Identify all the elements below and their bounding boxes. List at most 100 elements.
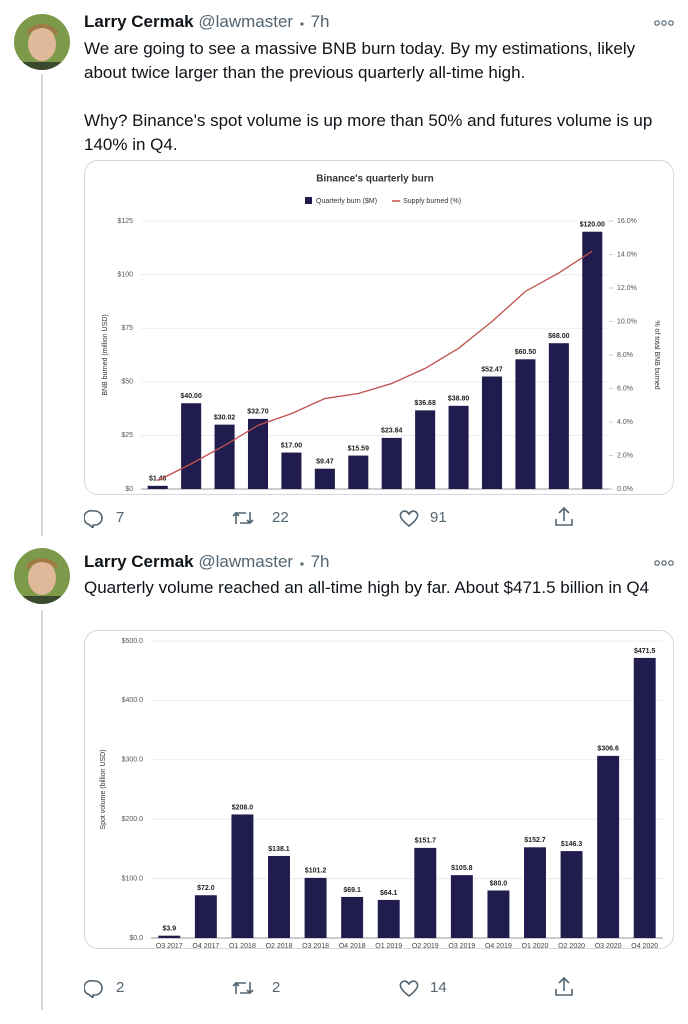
- bar: [481, 376, 503, 489]
- paragraph: Why? Binance's spot volume is up more th…: [84, 111, 653, 154]
- like-count: 91: [430, 509, 447, 526]
- handle[interactable]: @lawmaster: [198, 552, 294, 571]
- bar: [231, 814, 254, 938]
- action-bar: 2 2 14: [84, 976, 584, 1000]
- thread-line: [41, 74, 43, 536]
- bar: [214, 424, 235, 489]
- data-label: $15.59: [348, 445, 370, 452]
- y2-tick-label: 6.0%: [617, 385, 633, 392]
- y-tick-label: $100: [117, 271, 133, 278]
- y-axis-label: Spot volume (billion USD): [100, 749, 107, 829]
- x-tick-label: Q2 2018: [266, 943, 293, 948]
- x-tick-label: Q1 2018: [229, 943, 256, 948]
- like-icon[interactable]: [398, 978, 420, 998]
- handle[interactable]: @lawmaster: [198, 12, 294, 31]
- media-card[interactable]: Binance's quarterly burn $0 $25 $50 $75 $100 $…: [84, 160, 674, 495]
- data-label: $146.3: [561, 841, 583, 848]
- time[interactable]: 7h: [310, 552, 330, 571]
- retweet-count: 2: [272, 979, 281, 996]
- x-tick-label: Q2 2020: [558, 943, 585, 948]
- y2-tick-label: 8.0%: [617, 352, 633, 359]
- chart: $0.0 $100.0 $200.0 $300.0 $400.0 $500.0 Spot v…: [100, 638, 663, 948]
- y-tick-label: $125: [117, 218, 133, 225]
- data-label: $72.0: [197, 885, 215, 892]
- data-label: $80.0: [490, 880, 508, 887]
- bar: [281, 452, 302, 489]
- bar: [448, 405, 469, 489]
- data-label: $120.00: [580, 222, 605, 229]
- data-label: $64.1: [380, 890, 398, 897]
- y-tick-label: $400.0: [122, 697, 144, 704]
- y-axis-label: BNB burned (million USD): [102, 314, 109, 395]
- data-label: $208.0: [232, 804, 254, 811]
- retweet-icon[interactable]: [232, 508, 254, 528]
- data-label: $69.1: [343, 887, 361, 894]
- bar: [597, 755, 620, 938]
- more-menu[interactable]: [654, 18, 674, 28]
- data-label: $68.00: [548, 333, 570, 340]
- reply-count: 2: [116, 979, 125, 996]
- x-tick-label: Q4 2018: [339, 943, 366, 948]
- y2-axis-label: % of total BNB burned: [653, 320, 660, 389]
- bar: [450, 875, 473, 938]
- more-menu[interactable]: [654, 558, 674, 568]
- like-icon[interactable]: [398, 508, 420, 528]
- avatar[interactable]: [14, 14, 70, 70]
- bar: [314, 468, 335, 489]
- paragraph: Quarterly volume reached an all-time hig…: [84, 578, 650, 597]
- bar: [341, 896, 364, 938]
- data-label: $101.2: [305, 868, 327, 875]
- thread-line: [41, 610, 43, 1010]
- bar: [487, 890, 510, 938]
- time[interactable]: 7h: [310, 12, 330, 31]
- reply-icon[interactable]: [84, 508, 104, 528]
- retweet-icon[interactable]: [232, 978, 254, 998]
- x-tick-label: Q3 2020: [595, 943, 622, 948]
- bar: [268, 855, 290, 938]
- y-tick-label: $300.0: [122, 757, 144, 764]
- data-label: $36.68: [414, 400, 436, 407]
- bar: [381, 437, 402, 489]
- x-tick-label: Q1 2019: [375, 943, 402, 948]
- bar: [633, 657, 656, 938]
- data-label: $38.80: [448, 396, 470, 403]
- data-label: $9.47: [316, 459, 334, 466]
- avatar[interactable]: [14, 548, 70, 604]
- author-name[interactable]: Larry Cermak: [84, 12, 194, 31]
- bar: [524, 847, 546, 938]
- data-label: $471.5: [634, 648, 656, 655]
- bar: [147, 485, 168, 489]
- bar: [414, 847, 437, 938]
- y-tick-label: $0.0: [129, 935, 143, 942]
- tweet-text: We are going to see a massive BNB burn t…: [84, 37, 680, 157]
- y-tick-label: $0: [125, 486, 133, 493]
- data-label: $32.70: [247, 409, 269, 416]
- bar: [415, 410, 436, 489]
- share-icon[interactable]: [554, 976, 574, 998]
- y2-tick-label: 0.0%: [617, 486, 633, 493]
- media-card[interactable]: $0.0 $100.0 $200.0 $300.0 $400.0 $500.0 Spot v…: [84, 630, 674, 949]
- chart-title: Binance's quarterly burn: [316, 174, 433, 185]
- retweet-count: 22: [272, 509, 289, 526]
- y2-tick-label: 10.0%: [617, 318, 637, 325]
- data-label: $23.84: [381, 428, 403, 435]
- bar: [304, 877, 327, 938]
- legend-swatch: [305, 197, 312, 204]
- share-icon[interactable]: [554, 506, 574, 528]
- x-tick-label: Q3 2019: [448, 943, 475, 948]
- data-label: $151.7: [415, 838, 437, 845]
- separator: [300, 562, 304, 566]
- author-name[interactable]: Larry Cermak: [84, 552, 194, 571]
- bar: [560, 851, 583, 938]
- bar: [515, 359, 536, 489]
- y-tick-label: $100.0: [122, 875, 144, 882]
- data-label: $152.7: [524, 837, 546, 844]
- y-tick-label: $500.0: [122, 638, 144, 645]
- data-label: $138.1: [268, 846, 290, 853]
- reply-icon[interactable]: [84, 978, 104, 998]
- bar: [377, 899, 400, 938]
- bar: [181, 403, 202, 489]
- separator: [300, 22, 304, 26]
- data-label: $17.00: [281, 442, 303, 449]
